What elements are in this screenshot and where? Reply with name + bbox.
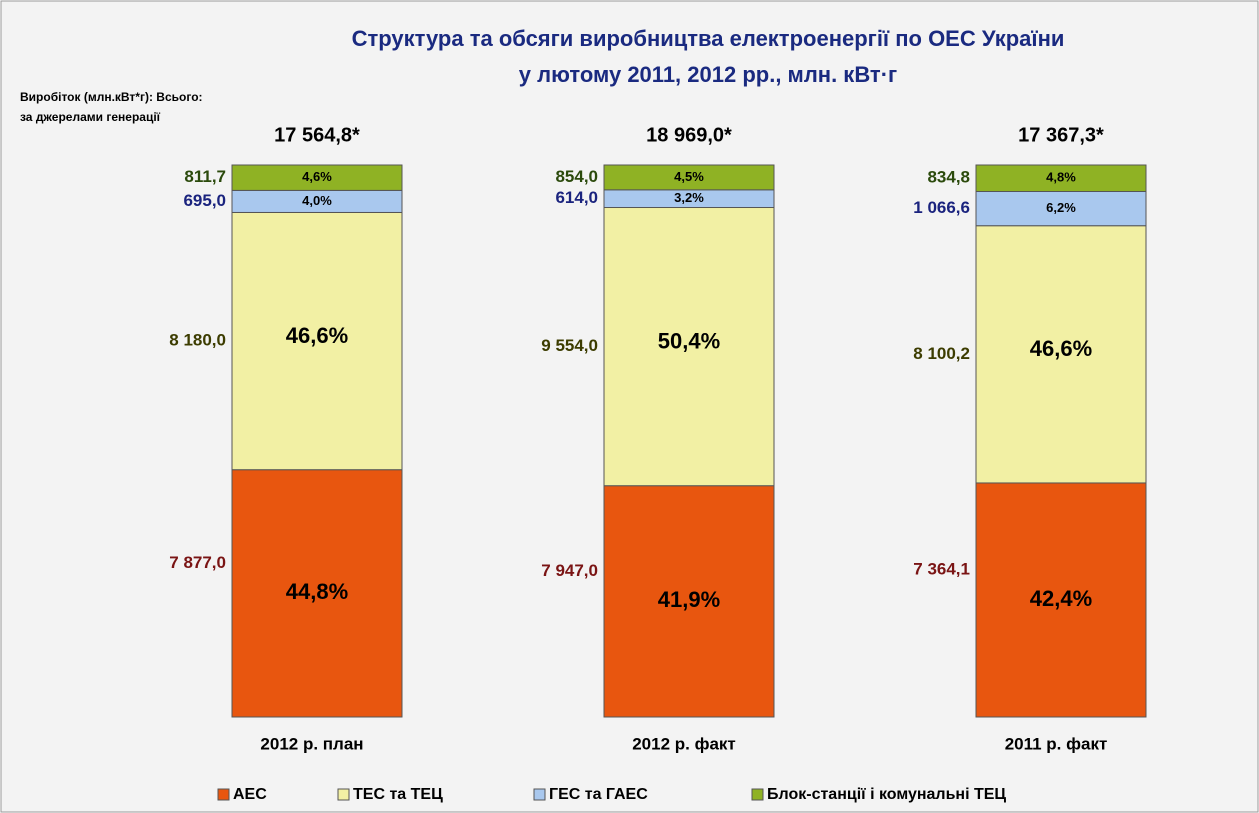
bar-segment: [231, 164, 403, 191]
share-label: 46,6%: [286, 323, 348, 348]
legend-swatch: [217, 788, 230, 801]
value-label: 9 554,0: [541, 336, 598, 355]
bar-segment: [231, 469, 403, 718]
value-label: 7 947,0: [541, 561, 598, 580]
x-tick-label: 2011 р. факт: [1005, 734, 1108, 753]
value-label: 7 877,0: [169, 553, 226, 572]
share-label: 4,0%: [302, 193, 332, 208]
share-label: 3,2%: [674, 190, 704, 205]
legend-swatch: [533, 788, 546, 801]
value-label: 7 364,1: [913, 559, 970, 578]
total-label: 18 969,0*: [646, 124, 732, 146]
x-tick-label: 2012 р. факт: [632, 734, 736, 753]
share-label: 46,6%: [1030, 336, 1092, 361]
share-label: 6,2%: [1046, 200, 1076, 215]
bar-segment: [603, 164, 775, 191]
legend-swatch: [337, 788, 350, 801]
value-label: 1 066,6: [913, 198, 970, 217]
value-label: 8 100,2: [913, 344, 970, 363]
legend-label: ГЕС та ГАЕС: [549, 786, 648, 803]
share-label: 4,5%: [674, 169, 704, 184]
bar-segment: [603, 485, 775, 718]
total-label: 17 564,8*: [274, 124, 360, 146]
bar-segment: [975, 482, 1147, 718]
legend-label: Блок-станції і комунальні ТЕЦ: [767, 786, 1006, 803]
value-label: 695,0: [183, 191, 226, 210]
legend-label: ТЕС та ТЕЦ: [353, 786, 443, 803]
chart-title: Структура та обсяги виробництва електрое…: [352, 26, 1065, 51]
bar-segment: [603, 207, 775, 487]
value-label: 614,0: [555, 188, 598, 207]
share-label: 41,9%: [658, 587, 720, 612]
chart-subtitle: у лютому 2011, 2012 рр., млн. кВт·г: [519, 62, 897, 87]
share-label: 50,4%: [658, 328, 720, 353]
total-label: 17 367,3*: [1018, 124, 1104, 146]
bar-segment: [975, 190, 1147, 227]
value-label: 811,7: [184, 167, 226, 186]
share-label: 44,8%: [286, 579, 348, 604]
note: за джерелами генерації: [20, 110, 161, 124]
share-label: 42,4%: [1030, 586, 1092, 611]
bar-segment: [975, 164, 1147, 192]
x-tick-label: 2012 р. план: [260, 734, 363, 753]
value-label: 854,0: [555, 167, 598, 186]
share-label: 4,8%: [1046, 170, 1076, 185]
legend-swatch: [751, 788, 764, 801]
value-label: 834,8: [927, 168, 970, 187]
note: Виробіток (млн.кВт*г): Всього:: [20, 90, 203, 104]
share-label: 4,6%: [302, 169, 332, 184]
bar-segment: [975, 225, 1147, 484]
value-label: 8 180,0: [169, 331, 226, 350]
legend-label: АЕС: [233, 786, 267, 803]
